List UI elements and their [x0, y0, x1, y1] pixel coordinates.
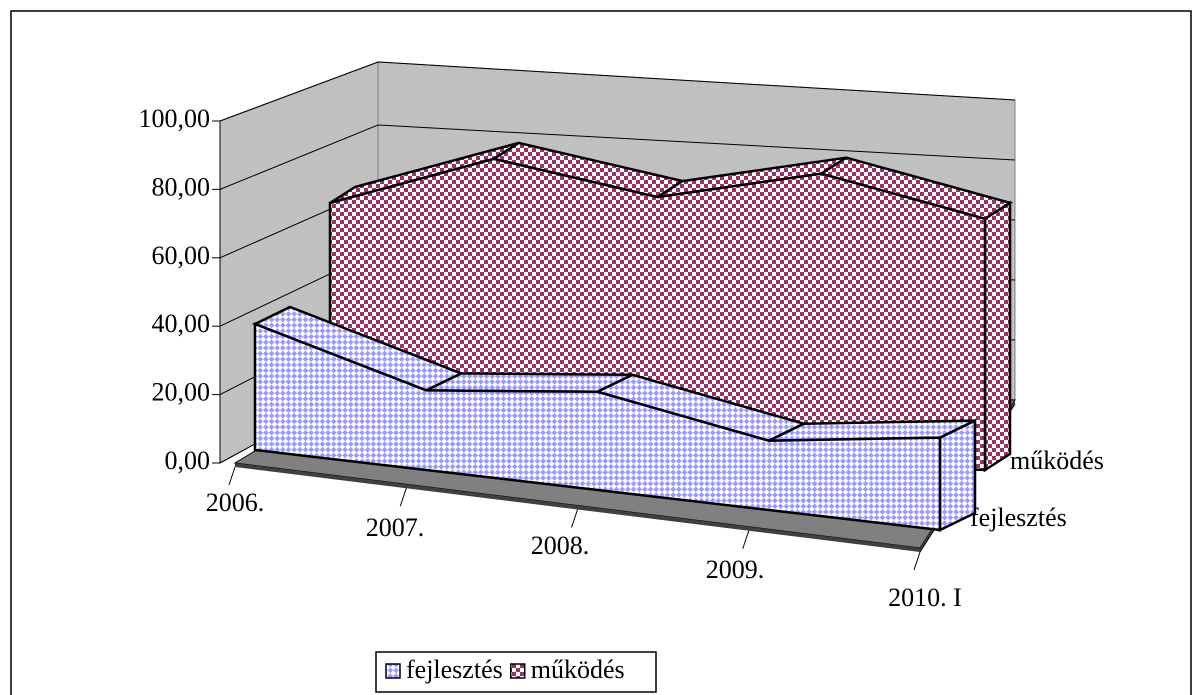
- y-tick-label: 100,00: [139, 104, 211, 133]
- y-tick-label: 0,00: [165, 446, 211, 475]
- x-tick: [742, 530, 750, 549]
- x-tick-label: 2008.: [531, 531, 590, 560]
- end-face: [983, 200, 1012, 473]
- floor-front: [235, 463, 920, 552]
- x-tick: [399, 488, 407, 507]
- legend-swatch: [509, 663, 526, 679]
- y-tick-label: 60,00: [152, 241, 211, 270]
- legend-swatch: [385, 663, 401, 679]
- x-tick-label: 2007.: [366, 513, 425, 542]
- area: [253, 322, 942, 532]
- x-tick: [913, 551, 921, 571]
- y-tick-label: 80,00: [152, 172, 211, 201]
- grid-line: [219, 61, 1016, 122]
- depth-label: fejlesztés: [970, 503, 1067, 532]
- x-tick-label: 2010. I: [888, 583, 962, 612]
- grid-line: [219, 124, 1016, 190]
- legend-label: működés: [531, 655, 625, 684]
- x-tick-label: 2006.: [206, 488, 265, 517]
- legend-label: fejlesztés: [406, 655, 503, 684]
- y-tick-label: 40,00: [152, 309, 211, 338]
- x-tick: [228, 466, 236, 486]
- depth-label: működés: [1010, 446, 1104, 475]
- x-tick: [571, 509, 578, 528]
- y-tick-label: 20,00: [152, 378, 211, 407]
- end-face: [938, 418, 977, 532]
- series-0: [251, 305, 977, 532]
- x-tick-label: 2009.: [706, 555, 765, 584]
